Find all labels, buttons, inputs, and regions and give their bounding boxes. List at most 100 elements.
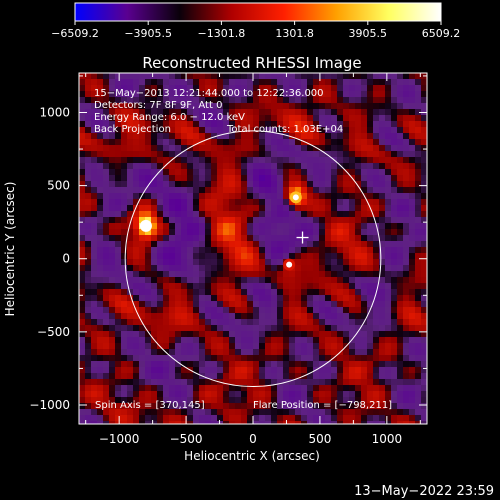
heatmap-cell (241, 307, 248, 314)
heatmap-cell (205, 229, 212, 236)
heatmap-cell (247, 283, 254, 290)
heatmap-cell (355, 241, 362, 248)
heatmap-cell (187, 277, 194, 284)
heatmap-cell (361, 325, 368, 332)
heatmap-cell (289, 301, 296, 308)
heatmap-cell (271, 163, 278, 170)
heatmap-cell (397, 79, 404, 86)
heatmap-cell (391, 181, 398, 188)
heatmap-cell (337, 169, 344, 176)
heatmap-cell (391, 193, 398, 200)
heatmap-cell (385, 289, 392, 296)
heatmap-cell (157, 163, 164, 170)
heatmap-cell (325, 235, 332, 242)
heatmap-cell (379, 385, 386, 392)
heatmap-cell (379, 325, 386, 332)
heatmap-cell (127, 229, 134, 236)
heatmap-cell (127, 325, 134, 332)
heatmap-cell (277, 337, 284, 344)
heatmap-cell (259, 241, 266, 248)
heatmap-cell (343, 307, 350, 314)
heatmap-cell (259, 265, 266, 272)
heatmap-cell (253, 181, 260, 188)
heatmap-cell (313, 373, 320, 380)
heatmap-cell (271, 127, 278, 134)
heatmap-cell (133, 175, 140, 182)
heatmap-cell (415, 259, 422, 266)
heatmap-cell (361, 157, 368, 164)
heatmap-cell (391, 403, 398, 410)
heatmap-cell (163, 277, 170, 284)
heatmap-cell (85, 391, 92, 398)
heatmap-cell (415, 229, 422, 236)
heatmap-cell (79, 391, 86, 398)
heatmap-cell (175, 235, 182, 242)
heatmap-cell (247, 151, 254, 158)
heatmap-cell (121, 223, 128, 230)
heatmap-cell (313, 355, 320, 362)
heatmap-cell (373, 403, 380, 410)
heatmap-cell (145, 79, 152, 86)
heatmap-cell (397, 325, 404, 332)
heatmap-cell (295, 271, 302, 278)
heatmap-cell (409, 277, 416, 284)
heatmap-cell (361, 271, 368, 278)
heatmap-cell (223, 193, 230, 200)
heatmap-cell (283, 199, 290, 206)
heatmap-cell (121, 307, 128, 314)
heatmap-cell (205, 109, 212, 116)
heatmap-cell (373, 217, 380, 224)
heatmap-cell (313, 385, 320, 392)
heatmap-cell (337, 187, 344, 194)
heatmap-cell (385, 193, 392, 200)
heatmap-cell (193, 187, 200, 194)
heatmap-cell (139, 175, 146, 182)
heatmap-cell (325, 379, 332, 386)
heatmap-cell (157, 295, 164, 302)
heatmap-cell (361, 199, 368, 206)
heatmap-cell (289, 343, 296, 350)
heatmap-cell (415, 163, 422, 170)
heatmap-cell (379, 91, 386, 98)
heatmap-cell (241, 163, 248, 170)
heatmap-cell (295, 307, 302, 314)
chart-title: Reconstructed RHESSI Image (142, 54, 361, 72)
heatmap-cell (415, 265, 422, 272)
heatmap-cell (133, 319, 140, 326)
heatmap-cell (115, 217, 122, 224)
x-tick-label: −500 (170, 432, 203, 446)
heatmap-cell (283, 187, 290, 194)
heatmap-cell (115, 253, 122, 260)
heatmap-cell (367, 283, 374, 290)
heatmap-cell (109, 211, 116, 218)
heatmap-cell (367, 373, 374, 380)
heatmap-cell (325, 217, 332, 224)
heatmap-cell (139, 103, 146, 110)
heatmap-cell (97, 307, 104, 314)
heatmap-cell (343, 367, 350, 374)
heatmap-cell (223, 73, 230, 80)
heatmap-cell (211, 379, 218, 386)
heatmap-cell (181, 187, 188, 194)
heatmap-cell (181, 181, 188, 188)
heatmap-cell (325, 283, 332, 290)
heatmap-cell (199, 85, 206, 92)
heatmap-cell (301, 397, 308, 404)
heatmap-cell (409, 73, 416, 80)
heatmap-cell (409, 379, 416, 386)
heatmap-cell (151, 121, 158, 128)
heatmap-cell (343, 127, 350, 134)
heatmap-cell (127, 91, 134, 98)
heatmap-cell (157, 319, 164, 326)
heatmap-cell (133, 199, 140, 206)
heatmap-cell (223, 133, 230, 140)
heatmap-cell (211, 145, 218, 152)
heatmap-cell (313, 97, 320, 104)
heatmap-cell (187, 73, 194, 80)
heatmap-cell (337, 145, 344, 152)
heatmap-cell (121, 85, 128, 92)
heatmap-cell (349, 301, 356, 308)
heatmap-cell (265, 367, 272, 374)
heatmap-cell (367, 337, 374, 344)
heatmap-cell (379, 397, 386, 404)
